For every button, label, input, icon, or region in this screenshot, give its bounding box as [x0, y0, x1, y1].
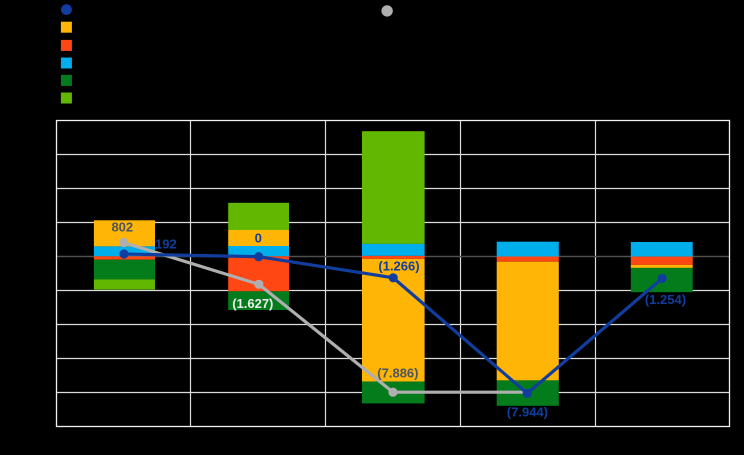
svg-text:(1.627): (1.627) [232, 296, 273, 311]
svg-text:(1.254): (1.254) [645, 292, 686, 307]
svg-text:0: 0 [255, 230, 262, 245]
svg-text:(7.944): (7.944) [507, 404, 548, 419]
svg-text:192: 192 [155, 237, 177, 252]
svg-text:(7.886): (7.886) [377, 366, 418, 381]
svg-text:(1.266): (1.266) [378, 259, 419, 274]
svg-text:802: 802 [111, 220, 133, 235]
